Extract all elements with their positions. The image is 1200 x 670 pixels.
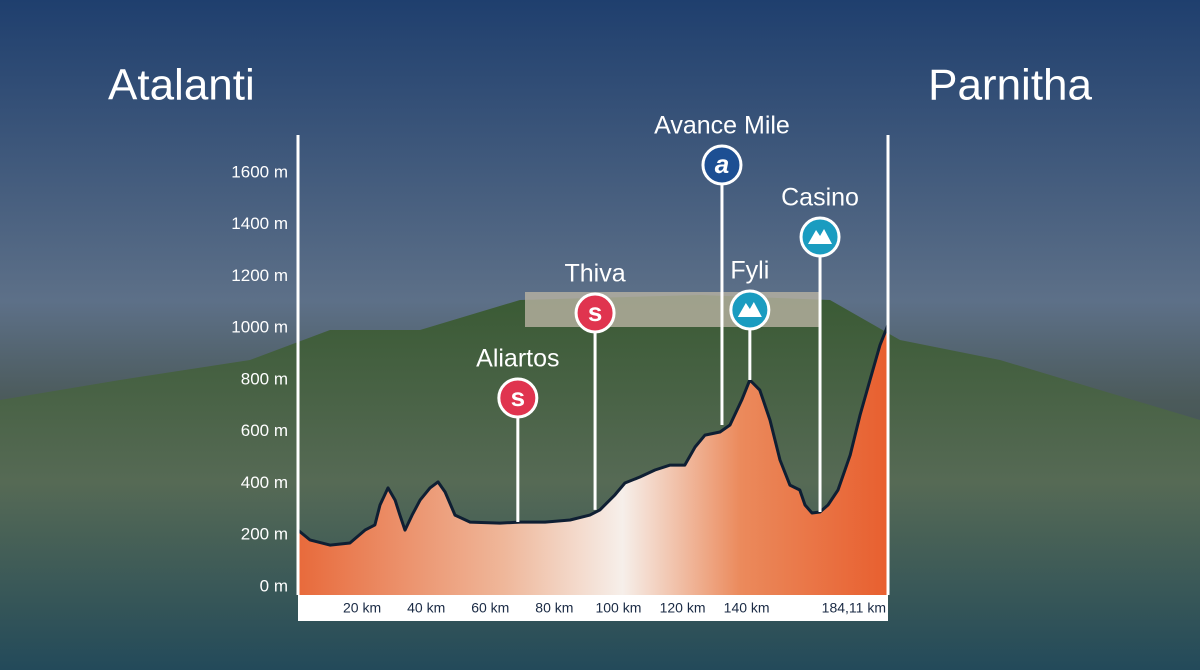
marker-icon-letter: a bbox=[715, 149, 729, 179]
marker-label: Fyli bbox=[730, 257, 769, 285]
marker-icon bbox=[574, 292, 616, 334]
marker-icon bbox=[701, 144, 743, 186]
x-tick-label: 20 km bbox=[343, 600, 381, 616]
x-tick-label: 140 km bbox=[724, 600, 770, 616]
x-tick-label: 100 km bbox=[595, 600, 641, 616]
x-tick-label: 60 km bbox=[471, 600, 509, 616]
mountain-icon bbox=[737, 302, 762, 317]
finish-label: Parnitha bbox=[928, 61, 1092, 110]
profile-line bbox=[297, 324, 890, 547]
x-tick-label: 120 km bbox=[660, 600, 706, 616]
marker-label: Thiva bbox=[564, 260, 625, 288]
marker-label: Avance Mile bbox=[654, 112, 790, 140]
marker-icon-letter: s bbox=[511, 382, 525, 412]
profile-area bbox=[298, 324, 888, 595]
x-axis-band bbox=[298, 595, 888, 621]
hotel bbox=[525, 292, 820, 327]
y-tick-label: 1400 m bbox=[231, 214, 288, 233]
marker-label: Aliartos bbox=[476, 345, 559, 373]
x-tick-label: 184,11 km bbox=[822, 600, 886, 616]
y-tick-label: 0 m bbox=[260, 576, 288, 595]
y-tick-label: 800 m bbox=[241, 369, 288, 388]
mountain-icon bbox=[808, 229, 833, 244]
y-tick-label: 1600 m bbox=[231, 162, 288, 181]
y-tick-label: 1200 m bbox=[231, 266, 288, 285]
y-tick-label: 600 m bbox=[241, 421, 288, 440]
y-tick-label: 200 m bbox=[241, 525, 288, 544]
y-tick-label: 400 m bbox=[241, 473, 288, 492]
marker-icon bbox=[497, 377, 539, 419]
marker-label: Casino bbox=[781, 184, 859, 212]
x-tick-label: 40 km bbox=[407, 600, 445, 616]
marker-icon-letter: s bbox=[588, 297, 602, 327]
y-tick-label: 1000 m bbox=[231, 318, 288, 337]
x-tick-label: 80 km bbox=[535, 600, 573, 616]
start-label: Atalanti bbox=[108, 61, 255, 110]
